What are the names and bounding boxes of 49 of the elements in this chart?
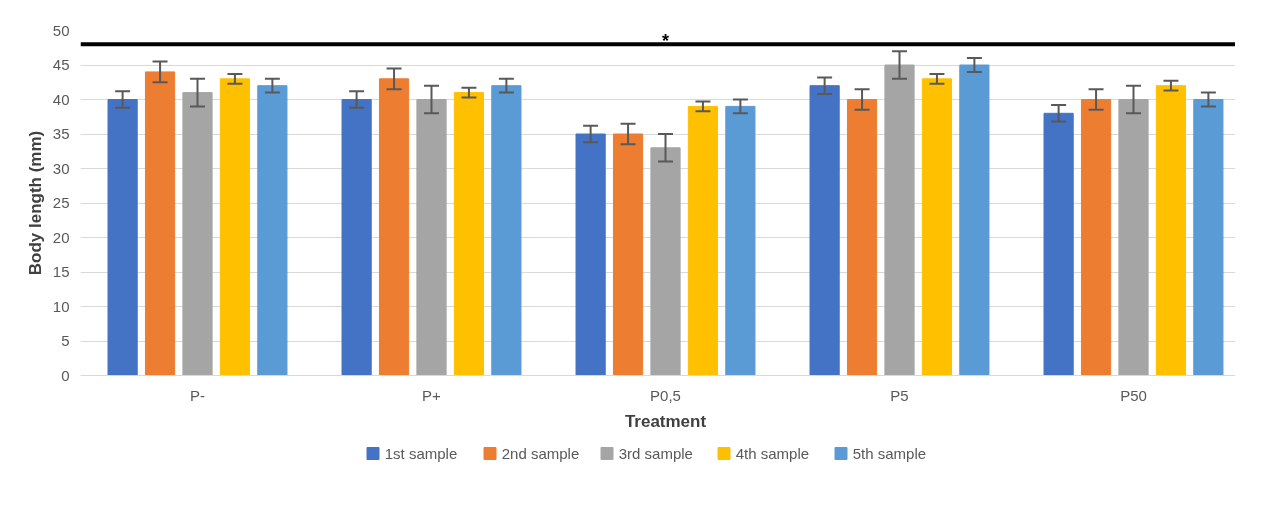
y-tick-label: 0 <box>61 366 70 384</box>
bar <box>107 99 138 376</box>
bar <box>1118 99 1149 376</box>
bar <box>257 85 288 376</box>
ref-line-label: * <box>662 31 670 52</box>
x-axis-title: Treatment <box>624 411 707 431</box>
bar <box>687 105 719 376</box>
bar <box>612 133 644 376</box>
bar <box>453 92 485 376</box>
legend-label: 1st sample <box>384 445 458 462</box>
bar <box>491 85 522 376</box>
legend-label: 4th sample <box>735 445 810 462</box>
legend-label: 2nd sample <box>501 445 580 462</box>
bar <box>1080 99 1112 376</box>
y-tick-label: 35 <box>52 125 70 142</box>
bar <box>219 78 251 376</box>
bar <box>182 92 213 376</box>
bar <box>416 99 447 376</box>
bar <box>378 78 410 376</box>
bar <box>575 133 606 376</box>
bar <box>959 64 990 376</box>
legend-label: 3rd sample <box>618 445 693 462</box>
x-tick-label: P+ <box>422 386 442 404</box>
bar <box>650 147 681 376</box>
y-tick-label: 40 <box>52 90 70 108</box>
bar <box>1193 99 1224 376</box>
y-tick-label: 15 <box>52 263 70 280</box>
bar <box>341 99 372 376</box>
bar <box>1155 85 1187 376</box>
y-tick-label: 45 <box>52 56 70 73</box>
y-tick-label: 30 <box>52 159 70 177</box>
x-tick-label: P50 <box>1120 386 1147 404</box>
bar <box>921 78 953 376</box>
bar <box>809 85 840 376</box>
bar <box>1043 112 1074 376</box>
bar <box>725 105 756 376</box>
bar <box>144 71 176 376</box>
legend-label: 5th sample <box>852 445 927 462</box>
y-axis-title: Body length (mm) <box>25 130 45 276</box>
x-tick-label: P5 <box>890 386 909 404</box>
x-tick-label: P- <box>190 386 205 404</box>
bar <box>884 64 915 376</box>
y-tick-label: 20 <box>52 228 70 246</box>
y-tick-label: 25 <box>52 194 70 211</box>
y-tick-label: 10 <box>52 297 70 315</box>
y-tick-label: 5 <box>61 332 70 349</box>
y-tick-label: 50 <box>52 21 70 39</box>
bar <box>846 99 878 376</box>
x-tick-label: P0,5 <box>650 386 681 404</box>
